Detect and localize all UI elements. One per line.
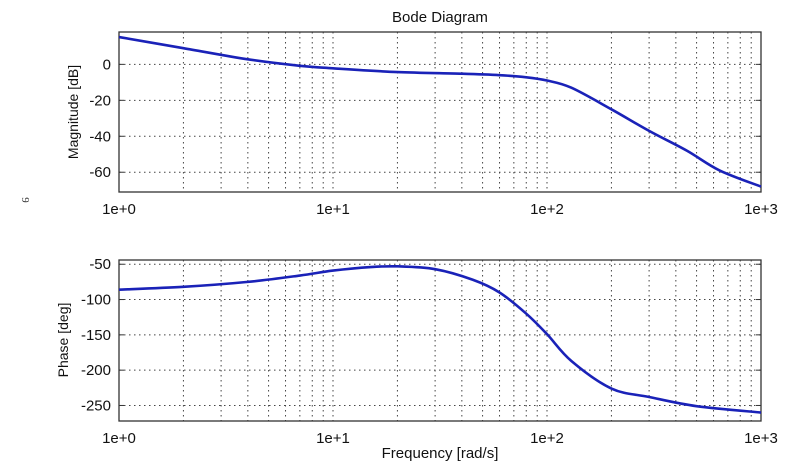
x-tick-label: 1e+3: [744, 201, 778, 218]
y-tick-label: -250: [81, 397, 111, 414]
plot-frame: [118, 31, 762, 193]
plot-frame: [118, 259, 762, 422]
y-tick-label: -100: [81, 292, 111, 309]
x-tick-label: 1e+2: [530, 201, 564, 218]
x-tick-label: 1e+3: [744, 430, 778, 447]
chart-title: Bode Diagram: [392, 9, 488, 26]
phase-plot: -50 -100 -150 -200 -250 1e+0 1e+1 1e+2 1e+3: [81, 256, 778, 447]
y-tick-label: -200: [81, 362, 111, 379]
x-tick-label: 1e+1: [316, 201, 350, 218]
magnitude-ylabel: Magnitude [dB]: [65, 65, 81, 159]
y-tick-label: -20: [89, 92, 111, 109]
x-tick-label: 1e+2: [530, 430, 564, 447]
y-tick-label: -50: [89, 256, 111, 273]
x-tick-label: 1e+0: [102, 201, 136, 218]
y-tick-label: 0: [103, 56, 111, 73]
x-tick-label: 1e+0: [102, 430, 136, 447]
magnitude-plot: 0 -20 -40 -60 1e+0 1e+1 1e+2 1e+3: [89, 31, 778, 218]
y-tick-label: -150: [81, 327, 111, 344]
phase-curve: [118, 264, 762, 414]
phase-ylabel: Phase [deg]: [55, 303, 71, 378]
frequency-xlabel: Frequency [rad/s]: [382, 445, 499, 462]
margin-mark: 9: [19, 197, 31, 203]
x-tick-label: 1e+1: [316, 430, 350, 447]
y-tick-label: -60: [89, 164, 111, 181]
magnitude-curve: [118, 35, 762, 188]
y-tick-label: -40: [89, 128, 111, 145]
